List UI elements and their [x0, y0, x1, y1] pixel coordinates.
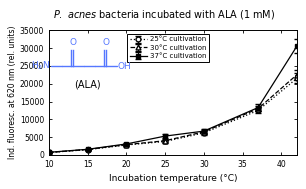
Text: O: O: [70, 39, 76, 47]
Text: OH: OH: [118, 62, 132, 71]
Text: (ALA): (ALA): [74, 79, 101, 89]
Text: $\mathit{P.\ acnes}$ bacteria incubated with ALA (1 mM): $\mathit{P.\ acnes}$ bacteria incubated …: [53, 8, 275, 21]
Y-axis label: Ind. fluoresc. at 620 nm (rel. units): Ind. fluoresc. at 620 nm (rel. units): [8, 26, 17, 159]
Text: O: O: [103, 39, 110, 47]
X-axis label: Incubation temperature (°C): Incubation temperature (°C): [109, 174, 237, 183]
Text: H$_2$N: H$_2$N: [32, 60, 50, 72]
Legend: 25°C cultivation, 30°C cultivation, 37°C cultivation: 25°C cultivation, 30°C cultivation, 37°C…: [127, 34, 209, 62]
